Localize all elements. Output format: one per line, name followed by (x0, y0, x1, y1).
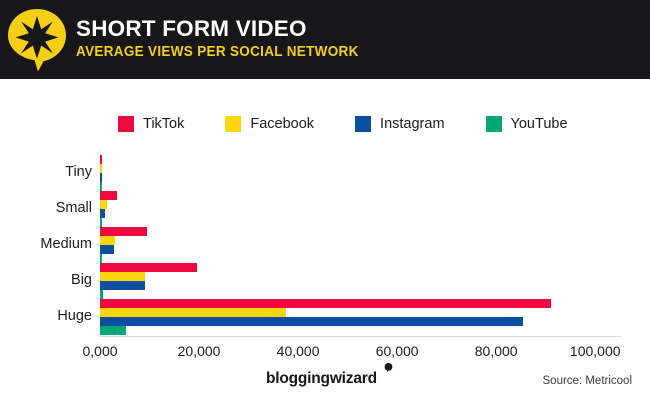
legend-swatch-youtube (485, 116, 502, 132)
bar-small-tiktok[interactable] (100, 191, 118, 200)
bar-group-medium (100, 227, 620, 263)
bar-small-youtube[interactable] (100, 218, 102, 227)
bar-chart: Tiny Small Medium Big Huge 0,000 20,000 40,000… (0, 145, 650, 359)
bar-huge-tiktok[interactable] (100, 299, 551, 308)
legend-item-youtube[interactable]: YouTube (485, 116, 568, 132)
source-credit: Source: Metricool (542, 375, 632, 387)
legend-swatch-instagram (355, 116, 372, 132)
legend-item-facebook[interactable]: Facebook (225, 116, 314, 132)
speech-bubble-icon (384, 363, 393, 372)
x-axis-line (100, 336, 621, 337)
category-label-tiny: Tiny (65, 164, 92, 180)
bar-tiny-facebook[interactable] (100, 164, 103, 173)
bar-big-facebook[interactable] (100, 272, 145, 281)
x-tick-label-5: 100,000 (569, 343, 621, 359)
bar-medium-tiktok[interactable] (100, 227, 148, 236)
legend-item-tiktok[interactable]: TikTok (118, 116, 184, 132)
legend-label-facebook: Facebook (250, 116, 315, 132)
x-tick-label-4: 80,000 (474, 343, 518, 359)
legend-label-instagram: Instagram (380, 116, 445, 132)
bar-big-instagram[interactable] (100, 281, 145, 290)
plot-area (100, 150, 620, 336)
bar-big-tiktok[interactable] (100, 263, 197, 272)
category-label-medium: Medium (40, 236, 92, 252)
brand-logo (0, 0, 74, 79)
bar-huge-youtube[interactable] (100, 326, 127, 335)
bar-tiny-instagram[interactable] (100, 173, 102, 182)
x-tick-label-3: 60,000 (375, 343, 419, 359)
x-tick-label-0: 0,000 (82, 343, 118, 359)
category-label-big: Big (71, 272, 92, 288)
bar-group-huge (100, 299, 620, 335)
x-tick-label-1: 20,000 (177, 343, 221, 359)
legend-label-tiktok: TikTok (143, 116, 185, 132)
bar-group-small (100, 191, 620, 227)
bar-huge-instagram[interactable] (100, 317, 524, 326)
legend-swatch-facebook (225, 116, 242, 132)
category-label-huge: Huge (57, 308, 92, 324)
chart-legend: TikTok Facebook Instagram YouTube (118, 116, 609, 132)
bar-tiny-tiktok[interactable] (100, 155, 103, 164)
legend-swatch-tiktok (118, 116, 134, 132)
speech-bubble-star-icon (8, 8, 66, 71)
bar-medium-youtube[interactable] (100, 254, 102, 263)
bar-small-instagram[interactable] (100, 209, 106, 218)
header-banner: SHORT FORM VIDEO AVERAGE VIEWS PER SOCIA… (0, 0, 650, 79)
bar-medium-instagram[interactable] (100, 245, 115, 254)
bar-tiny-youtube[interactable] (100, 182, 102, 191)
legend-label-youtube: YouTube (510, 116, 568, 132)
bar-huge-facebook[interactable] (100, 308, 286, 317)
legend-item-instagram[interactable]: Instagram (355, 116, 445, 132)
page-subtitle: AVERAGE VIEWS PER SOCIAL NETWORK (76, 44, 359, 61)
bar-group-tiny (100, 155, 620, 191)
bar-big-youtube[interactable] (100, 290, 104, 299)
header-text-block: SHORT FORM VIDEO AVERAGE VIEWS PER SOCIA… (76, 17, 380, 62)
footer-brand[interactable]: bloggingwizard (266, 363, 393, 388)
category-label-small: Small (55, 200, 92, 216)
bar-group-big (100, 263, 620, 299)
footer-brand-text: bloggingwizard (266, 370, 377, 387)
x-tick-label-2: 40,000 (276, 343, 320, 359)
page-title: SHORT FORM VIDEO (76, 15, 307, 41)
bar-small-facebook[interactable] (100, 200, 108, 209)
bar-medium-facebook[interactable] (100, 236, 116, 245)
